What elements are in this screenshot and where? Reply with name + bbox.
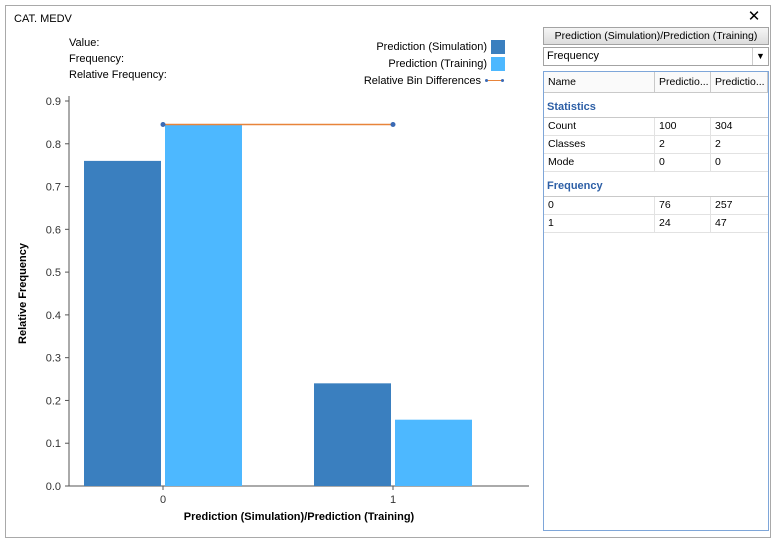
chevron-down-icon[interactable]: ▼ xyxy=(752,48,768,65)
y-axis-label: Relative Frequency xyxy=(17,242,29,344)
table-cell: 304 xyxy=(715,120,733,132)
value-label: Value: xyxy=(69,37,100,49)
frequency-label: Frequency: xyxy=(69,53,125,65)
table-cell: 1 xyxy=(544,215,655,232)
column-header-name[interactable]: Name xyxy=(544,72,655,92)
bar xyxy=(165,124,242,487)
grid-body: Statistics Count 100 304 Classes 2 2 Mode 0 0 Freq… xyxy=(544,97,768,233)
section-header: Frequency xyxy=(544,176,768,197)
bar xyxy=(314,383,391,486)
window-title: CAT. MEDV xyxy=(14,13,72,25)
y-tick-label: 0.4 xyxy=(46,310,61,322)
table-row[interactable]: 1 24 47 xyxy=(544,215,768,233)
legend-label-training: Prediction (Training) xyxy=(388,57,487,70)
y-tick-label: 0.7 xyxy=(46,182,61,194)
table-cell: 100 xyxy=(655,118,711,135)
legend-item-simulation[interactable]: Prediction (Simulation) xyxy=(364,38,505,55)
bin-difference-point xyxy=(390,122,396,128)
legend-line-swatch-icon xyxy=(485,76,505,86)
y-tick-label: 0.3 xyxy=(46,353,61,365)
legend-swatch-training xyxy=(491,56,505,71)
y-tick-label: 0.8 xyxy=(46,139,61,151)
legend-item-bin-differences[interactable]: Relative Bin Differences xyxy=(364,72,505,89)
x-tick-label: 1 xyxy=(390,494,396,506)
x-tick-label: 0 xyxy=(160,494,166,506)
statistics-panel: Prediction (Simulation)/Prediction (Trai… xyxy=(543,27,769,531)
table-cell: 76 xyxy=(655,197,711,214)
bar-chart: 0.0 0.1 0.2 0.3 0.4 0.5 0.6 0.7 0.8 0.9 0 1 Predicti… xyxy=(17,96,529,523)
legend-label-bin-differences: Relative Bin Differences xyxy=(363,74,481,87)
variable-selector-button[interactable]: Prediction (Simulation)/Prediction (Trai… xyxy=(543,27,769,45)
legend-item-training[interactable]: Prediction (Training) xyxy=(364,55,505,72)
bar xyxy=(84,160,161,486)
table-cell: 24 xyxy=(655,215,711,232)
y-tick-label: 0.5 xyxy=(46,267,61,279)
table-row[interactable]: Classes 2 2 xyxy=(544,136,768,154)
table-row[interactable]: 0 76 257 xyxy=(544,197,768,215)
y-tick-label: 0.6 xyxy=(46,224,61,236)
view-select[interactable]: Frequency ▼ xyxy=(543,47,769,66)
table-cell: 0 xyxy=(715,156,721,168)
statistics-grid: Name Predictio... Predictio... Statistic… xyxy=(543,71,769,531)
y-tick-label: 0.2 xyxy=(46,395,61,407)
table-cell: 2 xyxy=(655,136,711,153)
grid-header: Name Predictio... Predictio... xyxy=(544,72,768,93)
relative-frequency-label: Relative Frequency: xyxy=(69,69,167,81)
chart-legend: Prediction (Simulation) Prediction (Trai… xyxy=(364,38,505,89)
legend-label-simulation: Prediction (Simulation) xyxy=(376,40,487,53)
table-cell: 2 xyxy=(715,138,721,150)
section-header: Statistics xyxy=(544,97,768,118)
column-header-training[interactable]: Predictio... xyxy=(711,72,768,92)
table-cell: Mode xyxy=(544,154,655,171)
x-axis-label: Prediction (Simulation)/Prediction (Trai… xyxy=(184,511,415,523)
legend-swatch-simulation xyxy=(491,39,505,54)
table-cell: 47 xyxy=(715,217,727,229)
table-cell: 257 xyxy=(715,199,733,211)
close-icon[interactable]: ✕ xyxy=(747,8,761,25)
table-row[interactable]: Count 100 304 xyxy=(544,118,768,136)
hover-info: Value: Frequency: Relative Frequency: xyxy=(69,35,167,83)
table-cell: 0 xyxy=(544,197,655,214)
table-cell: Count xyxy=(544,118,655,135)
table-cell: 0 xyxy=(655,154,711,171)
bar xyxy=(395,419,472,486)
table-row[interactable]: Mode 0 0 xyxy=(544,154,768,172)
view-select-value: Frequency xyxy=(547,50,599,62)
column-header-simulation[interactable]: Predictio... xyxy=(655,72,711,92)
bin-difference-point xyxy=(160,122,166,128)
y-tick-label: 0.1 xyxy=(46,438,61,450)
y-tick-label: 0.9 xyxy=(46,96,61,108)
chart-window: CAT. MEDV ✕ Value: Frequency: Relative F… xyxy=(5,5,771,538)
table-cell: Classes xyxy=(544,136,655,153)
y-tick-label: 0.0 xyxy=(46,481,61,493)
